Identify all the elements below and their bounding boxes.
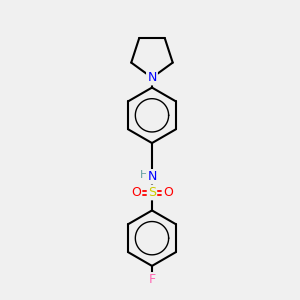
Text: H: H xyxy=(140,170,148,180)
Text: F: F xyxy=(148,273,155,286)
Text: S: S xyxy=(148,186,156,199)
Text: O: O xyxy=(131,186,141,199)
Text: N: N xyxy=(147,71,157,84)
Text: N: N xyxy=(147,170,157,183)
Text: O: O xyxy=(163,186,173,199)
